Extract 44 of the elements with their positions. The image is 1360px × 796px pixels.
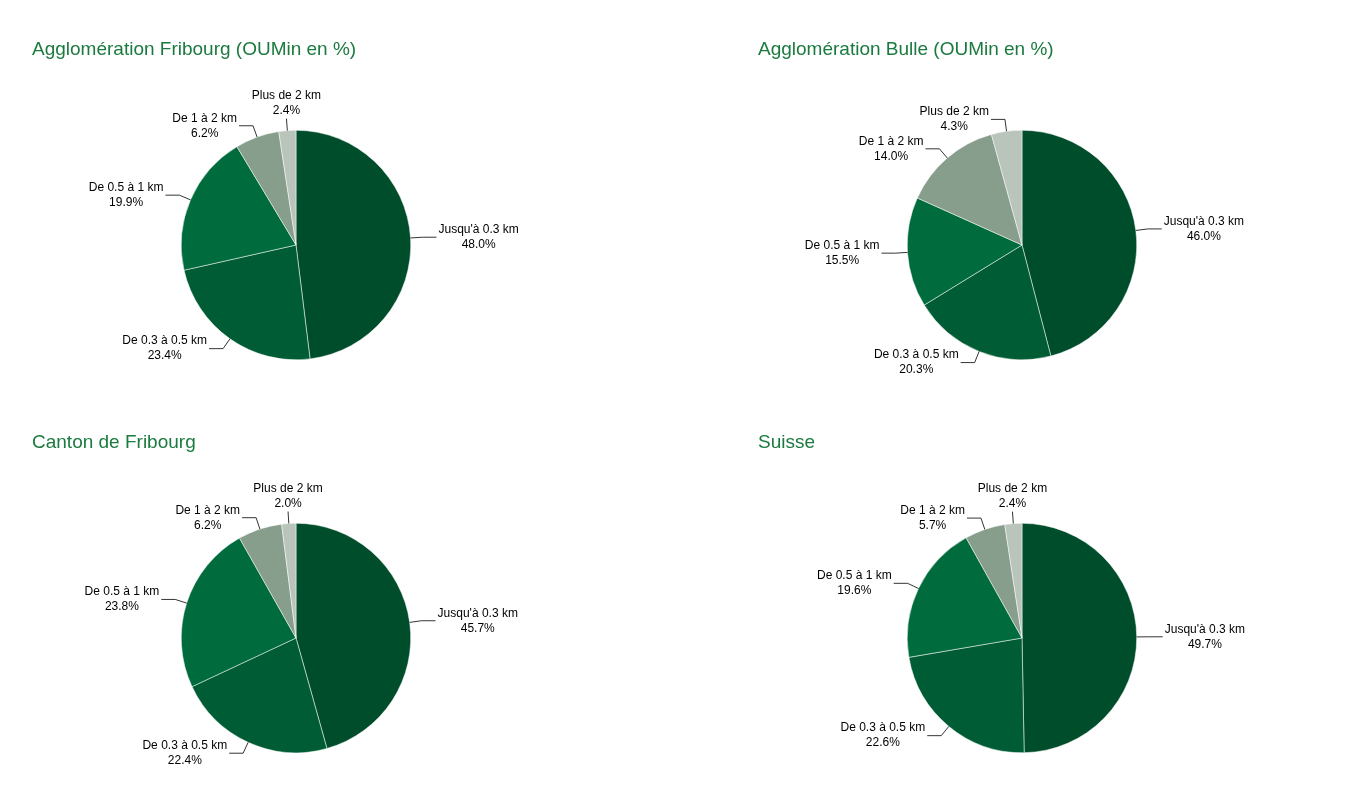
data-label: 23.8% bbox=[104, 599, 140, 614]
slice-label: De 0.5 à 1 km bbox=[816, 568, 892, 583]
data-label: 45.7% bbox=[460, 620, 496, 635]
slice-label: De 0.5 à 1 km bbox=[804, 237, 880, 252]
slice-label: Jusqu'à 0.3 km bbox=[437, 605, 518, 620]
slice-label: De 1 à 2 km bbox=[172, 110, 238, 125]
slice-label: De 0.3 à 0.5 km bbox=[840, 720, 926, 735]
slice-label: De 1 à 2 km bbox=[858, 133, 924, 148]
data-label: 22.4% bbox=[167, 753, 203, 768]
slice-label: De 0.3 à 0.5 km bbox=[873, 347, 959, 362]
data-label: 48.0% bbox=[461, 237, 497, 252]
data-label: 2.4% bbox=[998, 495, 1027, 510]
chart-title: Suisse bbox=[758, 431, 816, 453]
slice-label: De 1 à 2 km bbox=[175, 502, 241, 517]
slice-label: Jusqu'à 0.3 km bbox=[438, 222, 519, 237]
slice-label: Plus de 2 km bbox=[919, 104, 989, 119]
slice-label: De 0.3 à 0.5 km bbox=[142, 738, 228, 753]
data-label: 4.3% bbox=[940, 119, 969, 134]
slice-label: Plus de 2 km bbox=[253, 480, 323, 495]
data-label: 2.0% bbox=[274, 495, 303, 510]
data-label: 46.0% bbox=[1186, 228, 1222, 243]
slice-label: De 1 à 2 km bbox=[900, 502, 965, 517]
data-label: 23.4% bbox=[147, 348, 183, 363]
slice-label: De 0.3 à 0.5 km bbox=[122, 333, 208, 348]
data-label: 22.6% bbox=[865, 735, 901, 750]
slice-label: De 0.5 à 1 km bbox=[88, 179, 164, 194]
data-label: 14.0% bbox=[874, 148, 909, 163]
data-label: 5.7% bbox=[918, 517, 947, 532]
data-label: 20.3% bbox=[899, 362, 934, 377]
slice-label: De 0.5 à 1 km bbox=[84, 584, 160, 599]
data-label: 6.2% bbox=[194, 517, 222, 532]
chart-title: Canton de Fribourg bbox=[32, 431, 196, 453]
data-label: 2.4% bbox=[272, 102, 301, 117]
chart-title: Agglomération Bulle (OUMin en %) bbox=[758, 38, 1054, 60]
slice-label: Plus de 2 km bbox=[251, 87, 322, 102]
data-label: 19.6% bbox=[837, 583, 872, 598]
slice-label: Plus de 2 km bbox=[977, 480, 1048, 495]
data-label: 49.7% bbox=[1187, 636, 1223, 651]
data-label: 6.2% bbox=[191, 125, 219, 140]
chart-title: Agglomération Fribourg (OUMin en %) bbox=[32, 38, 357, 60]
data-label: 19.9% bbox=[109, 194, 144, 209]
data-label: 15.5% bbox=[825, 252, 860, 267]
slice-label: Jusqu'à 0.3 km bbox=[1164, 621, 1246, 636]
slice-label: Jusqu'à 0.3 km bbox=[1163, 213, 1245, 228]
